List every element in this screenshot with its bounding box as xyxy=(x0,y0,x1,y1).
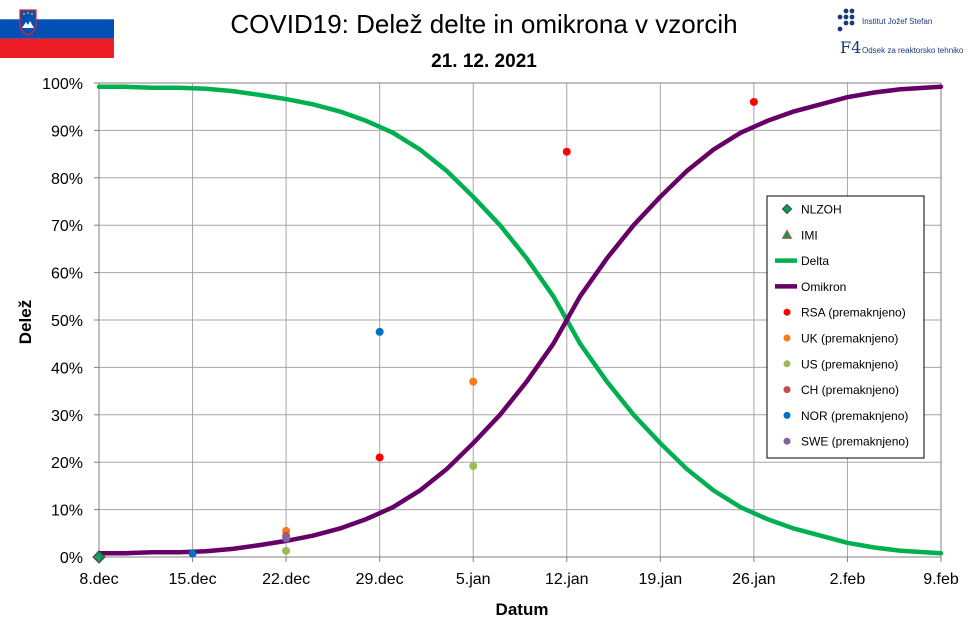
x-tick-label: 26.jan xyxy=(732,571,776,588)
data-point-rsa-premaknjeno xyxy=(749,97,758,106)
legend-label-swe-premaknjeno: SWE (premaknjeno) xyxy=(801,435,909,449)
x-tick-label: 9.feb xyxy=(923,571,959,588)
x-tick-label: 8.dec xyxy=(79,571,118,588)
x-tick-label: 19.jan xyxy=(639,571,683,588)
series-line-delta xyxy=(96,84,944,556)
legend-label-imi: IMI xyxy=(801,228,818,242)
legend-swatch-nlzoh xyxy=(781,203,793,215)
legend-swatch-uk-premaknjeno xyxy=(783,334,791,342)
series-line-omikron xyxy=(96,84,944,556)
legend-swatch-rsa-premaknjeno xyxy=(783,308,791,316)
f4-logo-text: Odsek za reaktorsko tehniko xyxy=(862,46,964,55)
y-tick-label: 70% xyxy=(51,218,83,235)
x-tick-label: 2.feb xyxy=(830,571,866,588)
x-tick-label: 22.dec xyxy=(262,571,310,588)
slovenia-flag-icon xyxy=(0,0,114,58)
legend-label-nlzoh: NLZOH xyxy=(801,203,842,217)
legend-label-omikron: Omikron xyxy=(801,280,846,294)
y-tick-label: 90% xyxy=(51,123,83,140)
data-point-rsa-premaknjeno xyxy=(562,147,571,156)
y-axis-label: Delež xyxy=(16,300,35,344)
y-tick-label: 100% xyxy=(42,76,83,93)
legend-swatch-nor-premaknjeno xyxy=(783,411,791,419)
y-tick-label: 50% xyxy=(51,313,83,330)
y-tick-label: 60% xyxy=(51,266,83,283)
x-tick-label: 5.jan xyxy=(456,571,491,588)
legend-box xyxy=(766,195,925,459)
x-tick-label: 12.jan xyxy=(545,571,589,588)
chart-date: 21. 12. 2021 xyxy=(431,51,537,72)
legend-label-nor-premaknjeno: NOR (premaknjeno) xyxy=(801,409,908,423)
legend-swatch-imi xyxy=(781,229,793,239)
legend-label-ch-premaknjeno: CH (premaknjeno) xyxy=(801,383,899,397)
data-point-nor-premaknjeno xyxy=(188,549,197,558)
ijs-dots-icon xyxy=(837,8,855,32)
legend-swatch-ch-premaknjeno xyxy=(783,386,791,394)
y-tick-label: 10% xyxy=(51,503,83,520)
f4-logo-mark: F4 xyxy=(840,38,862,57)
y-tick-label: 80% xyxy=(51,171,83,188)
x-axis-label: Datum xyxy=(496,600,549,619)
data-point-uk-premaknjeno xyxy=(469,377,478,386)
legend-label-delta: Delta xyxy=(801,254,829,268)
x-tick-label: 15.dec xyxy=(169,571,217,588)
legend-swatch-swe-premaknjeno xyxy=(783,437,791,445)
x-tick-label: 29.dec xyxy=(356,571,404,588)
data-point-swe-premaknjeno xyxy=(282,534,291,543)
data-point-rsa-premaknjeno xyxy=(375,453,384,462)
legend-label-uk-premaknjeno: UK (premaknjeno) xyxy=(801,332,898,346)
y-tick-label: 40% xyxy=(51,360,83,377)
chart-title: COVID19: Delež delte in omikrona v vzorc… xyxy=(230,9,737,39)
ijs-logo-text: Institut Jožef Stefan xyxy=(862,17,933,26)
legend: NLZOH IMI Delta Omikron RSA (premaknjeno) UK … xyxy=(766,195,925,459)
legend-swatch-us-premaknjeno xyxy=(783,360,791,368)
y-tick-label: 0% xyxy=(60,550,83,567)
data-point-nor-premaknjeno xyxy=(375,327,384,336)
legend-label-us-premaknjeno: US (premaknjeno) xyxy=(801,357,898,371)
y-tick-label: 20% xyxy=(51,455,83,472)
institute-logos: Institut Jožef Stefan F4 Odsek za reakto… xyxy=(836,8,976,68)
y-tick-label: 30% xyxy=(51,408,83,425)
data-point-us-premaknjeno xyxy=(282,546,291,555)
legend-label-rsa-premaknjeno: RSA (premaknjeno) xyxy=(801,306,906,320)
data-point-us-premaknjeno xyxy=(469,461,478,470)
